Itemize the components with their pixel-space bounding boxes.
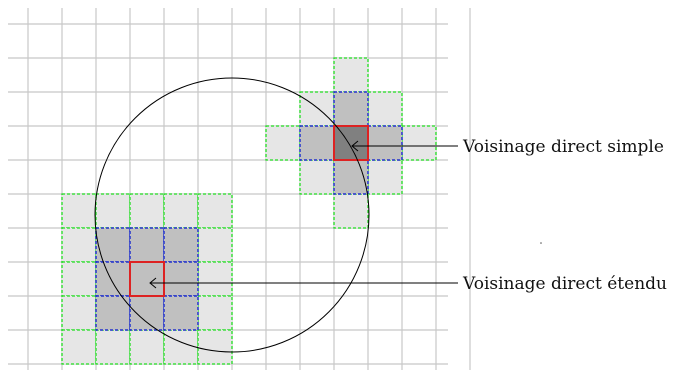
simple-outer-cell	[333, 193, 369, 229]
extended-outer-cell	[61, 329, 97, 365]
stray-dot	[540, 242, 542, 244]
extended-outer-cell	[163, 193, 199, 229]
extended-outer-cell	[61, 295, 97, 331]
simple-inner-cell	[333, 159, 369, 195]
label-simple: Voisinage direct simple	[462, 137, 664, 157]
extended-center-cell	[129, 261, 165, 297]
simple-center-cell	[333, 125, 369, 161]
extended-inner-cell	[129, 295, 165, 331]
simple-inner-cell	[367, 125, 403, 161]
extended-outer-cell	[197, 329, 233, 365]
callout-simple: Voisinage direct simple	[351, 137, 664, 157]
extended-outer-cell	[95, 329, 131, 365]
simple-inner-cell	[333, 91, 369, 127]
simple-outer-cell	[299, 91, 335, 127]
extended-outer-cell	[163, 329, 199, 365]
extended-outer-cell	[129, 193, 165, 229]
extended-inner-cell	[163, 227, 199, 263]
neighborhood-cells	[61, 57, 437, 365]
arrow-head-simple	[351, 140, 359, 152]
callout-extended: Voisinage direct étendu	[149, 274, 667, 294]
extended-outer-cell	[61, 193, 97, 229]
simple-outer-cell	[265, 125, 301, 161]
extended-outer-cell	[95, 193, 131, 229]
extended-outer-cell	[197, 295, 233, 331]
extended-outer-cell	[197, 261, 233, 297]
simple-outer-cell	[367, 91, 403, 127]
radius-circle	[94, 77, 370, 353]
extended-inner-cell	[129, 227, 165, 263]
simple-outer-cell	[333, 57, 369, 93]
simple-inner-cell	[299, 125, 335, 161]
extended-outer-cell	[129, 329, 165, 365]
extended-outer-cell	[61, 227, 97, 263]
extended-outer-cell	[61, 261, 97, 297]
simple-outer-cell	[299, 159, 335, 195]
extended-inner-cell	[95, 261, 131, 297]
simple-outer-cell	[401, 125, 437, 161]
extended-inner-cell	[163, 261, 199, 297]
arrow-head-extended	[149, 277, 157, 289]
extended-outer-cell	[197, 227, 233, 263]
extended-inner-cell	[163, 295, 199, 331]
simple-outer-cell	[367, 159, 403, 195]
extended-outer-cell	[197, 193, 233, 229]
label-extended: Voisinage direct étendu	[462, 274, 667, 294]
